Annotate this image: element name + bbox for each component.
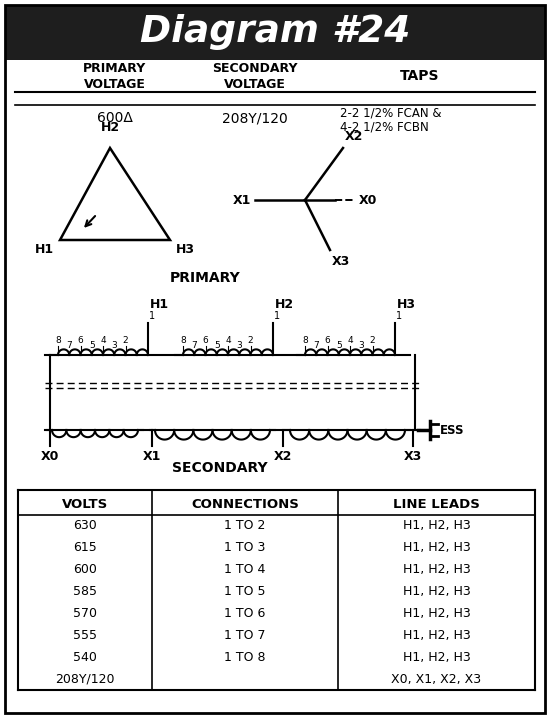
Text: H1, H2, H3: H1, H2, H3: [403, 607, 470, 620]
Text: 4: 4: [347, 336, 353, 345]
Bar: [5, 5, 545, 60]
Text: 208Y/120: 208Y/120: [55, 673, 115, 686]
Text: 1 TO 6: 1 TO 6: [224, 607, 266, 620]
Text: H1: H1: [35, 243, 54, 256]
Text: 208Y/120: 208Y/120: [222, 111, 288, 125]
Text: H1, H2, H3: H1, H2, H3: [403, 563, 470, 576]
Text: CONNECTIONS: CONNECTIONS: [191, 498, 299, 511]
Text: 7: 7: [191, 341, 197, 350]
Text: 1 TO 4: 1 TO 4: [224, 563, 266, 576]
Text: SECONDARY
VOLTAGE: SECONDARY VOLTAGE: [212, 62, 298, 90]
Text: 8: 8: [302, 336, 308, 345]
Text: 1: 1: [149, 311, 155, 321]
Text: 2: 2: [370, 336, 375, 345]
Text: H1, H2, H3: H1, H2, H3: [403, 585, 470, 598]
Text: 4: 4: [100, 336, 106, 345]
Text: H1, H2, H3: H1, H2, H3: [403, 629, 470, 642]
Text: 8: 8: [180, 336, 186, 345]
Text: X3: X3: [332, 255, 350, 268]
Text: X0: X0: [41, 450, 59, 463]
Text: 4-2 1/2% FCBN: 4-2 1/2% FCBN: [340, 121, 429, 134]
Text: X1: X1: [233, 193, 251, 207]
Text: H3: H3: [397, 298, 416, 311]
Text: X2: X2: [274, 450, 292, 463]
Text: 1 TO 2: 1 TO 2: [224, 519, 266, 533]
Text: 6: 6: [78, 336, 84, 345]
Text: 5: 5: [214, 341, 219, 350]
Text: 630: 630: [73, 519, 97, 533]
Text: H1, H2, H3: H1, H2, H3: [403, 651, 470, 663]
Text: X2: X2: [345, 130, 364, 143]
Text: VOLTS: VOLTS: [62, 498, 108, 511]
Text: LINE LEADS: LINE LEADS: [393, 498, 480, 511]
Text: 3: 3: [111, 341, 117, 350]
Text: 3: 3: [236, 341, 242, 350]
Text: TAPS: TAPS: [400, 69, 440, 83]
Text: ESS: ESS: [440, 424, 465, 437]
Text: 8: 8: [55, 336, 61, 345]
Text: 6: 6: [324, 336, 331, 345]
Text: H2: H2: [275, 298, 294, 311]
Text: 6: 6: [202, 336, 208, 345]
Text: 2-2 1/2% FCAN &: 2-2 1/2% FCAN &: [340, 106, 442, 119]
Text: 1: 1: [396, 311, 402, 321]
Text: 5: 5: [336, 341, 342, 350]
Text: 600Δ: 600Δ: [97, 111, 133, 125]
Text: 600: 600: [73, 563, 97, 576]
Text: 1 TO 3: 1 TO 3: [224, 541, 266, 554]
Text: 3: 3: [359, 341, 364, 350]
Text: 4: 4: [225, 336, 231, 345]
Text: X1: X1: [143, 450, 161, 463]
Text: 1 TO 7: 1 TO 7: [224, 629, 266, 642]
Text: 7: 7: [314, 341, 319, 350]
Text: Diagram #24: Diagram #24: [140, 14, 410, 50]
Text: PRIMARY: PRIMARY: [169, 271, 240, 285]
Text: 540: 540: [73, 651, 97, 663]
Text: X0: X0: [359, 193, 377, 207]
Text: SECONDARY: SECONDARY: [172, 461, 268, 475]
Text: X0, X1, X2, X3: X0, X1, X2, X3: [392, 673, 482, 686]
Text: X3: X3: [404, 450, 422, 463]
Text: PRIMARY
VOLTAGE: PRIMARY VOLTAGE: [84, 62, 147, 90]
Text: H1, H2, H3: H1, H2, H3: [403, 519, 470, 533]
Text: 1 TO 5: 1 TO 5: [224, 585, 266, 598]
Text: 2: 2: [248, 336, 254, 345]
Text: H2: H2: [101, 121, 119, 134]
Text: 570: 570: [73, 607, 97, 620]
Text: H1, H2, H3: H1, H2, H3: [403, 541, 470, 554]
Text: H3: H3: [176, 243, 195, 256]
Text: 615: 615: [73, 541, 97, 554]
Text: 7: 7: [67, 341, 72, 350]
Text: 1: 1: [274, 311, 280, 321]
Text: 555: 555: [73, 629, 97, 642]
Text: 5: 5: [89, 341, 95, 350]
Text: 1 TO 8: 1 TO 8: [224, 651, 266, 663]
Text: 585: 585: [73, 585, 97, 598]
Text: H1: H1: [150, 298, 169, 311]
Text: 2: 2: [123, 336, 128, 345]
